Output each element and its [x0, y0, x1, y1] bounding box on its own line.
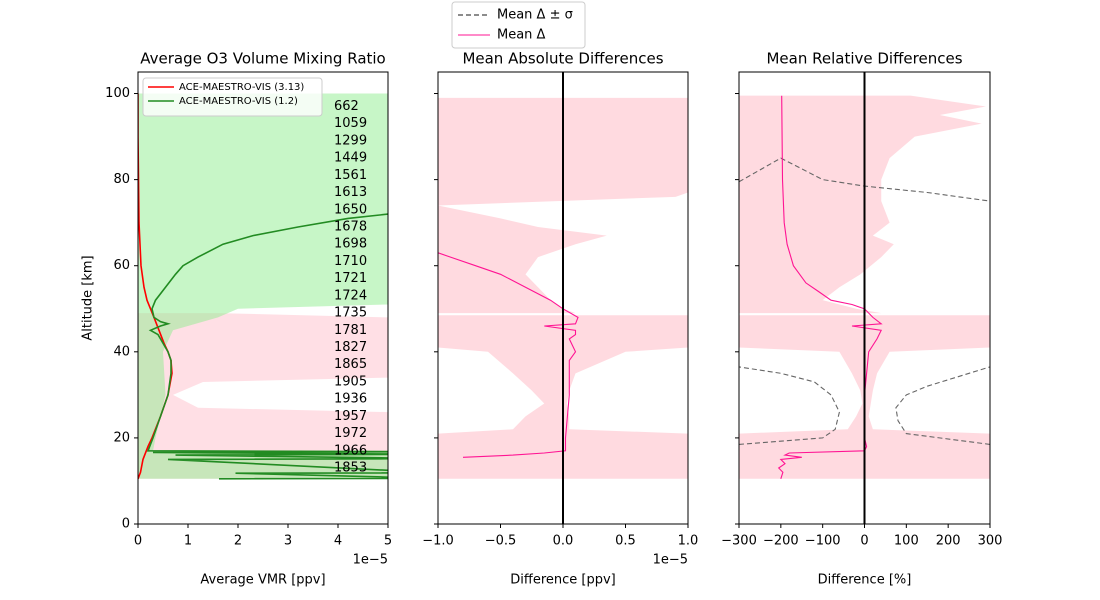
x-tick-label: 0.5: [615, 534, 636, 549]
legend-box: [451, 1, 586, 49]
figure-legend: Mean Δ ± σ Mean Δ: [451, 1, 586, 49]
axes-frame: [137, 71, 389, 525]
x-tick-label: 0: [134, 534, 142, 549]
count-label: 1698: [334, 237, 367, 252]
count-label: 1561: [334, 168, 367, 183]
data-line: [895, 366, 990, 445]
panel: −1.0 −0.5 0.0 0.5 1.0 1e−5 Mean Absolute Diffe…: [422, 50, 699, 588]
y-tick-label: 20: [113, 430, 130, 445]
count-label: 1865: [334, 357, 367, 372]
x-tick-label: 1: [184, 534, 192, 549]
x-tick-label: 200: [936, 534, 961, 549]
x-tick-label: −1.0: [422, 534, 454, 549]
count-label: 1966: [334, 443, 367, 458]
x-tick-label: 0: [860, 534, 868, 549]
x-axis-label: Average VMR [ppv]: [200, 573, 325, 588]
legend-label: ACE-MAESTRO-VIS (1.2): [179, 96, 298, 107]
legend-box: [142, 77, 323, 117]
count-label: 1678: [334, 219, 367, 234]
x-tick-label: 0.0: [553, 534, 574, 549]
count-label: 1613: [334, 185, 367, 200]
y-tick-label: 40: [113, 344, 130, 359]
legend-label: Mean Δ: [497, 28, 546, 43]
sigma-band: [138, 313, 388, 479]
count-label: 1721: [334, 271, 367, 286]
legend: ACE-MAESTRO-VIS (3.13) ACE-MAESTRO-VIS (1…: [142, 77, 323, 117]
chart-title: Average O3 Volume Mixing Ratio: [140, 50, 386, 68]
data-line: [739, 157, 990, 202]
count-label: 1972: [334, 426, 367, 441]
sigma-band: [138, 93, 388, 479]
y-tick-label: 60: [113, 258, 130, 273]
count-label: 1781: [334, 323, 367, 338]
y-tick-label: 0: [122, 517, 130, 532]
panel: −300 −200 −100 0 100 200 300 Mean Relative Diff…: [721, 50, 1002, 588]
plot-area: [739, 72, 990, 524]
plot-area: [438, 72, 688, 524]
x-axis-label: Difference [ppv]: [510, 573, 616, 588]
x-tick-label: 3: [284, 534, 292, 549]
x-axis-label: Difference [%]: [818, 573, 912, 588]
chart-title: Mean Absolute Differences: [462, 50, 663, 68]
x-tick-label: −0.5: [485, 534, 517, 549]
count-label: 1059: [334, 116, 367, 131]
count-label: 1957: [334, 409, 367, 424]
y-tick-label: 80: [113, 172, 130, 187]
data-line: [438, 252, 579, 458]
x-tick-label: 4: [334, 534, 342, 549]
count-label: 1299: [334, 133, 367, 148]
data-line: [739, 366, 840, 445]
x-tick-label: 5: [384, 534, 392, 549]
sigma-band: [739, 95, 986, 314]
count-label: 662: [334, 99, 359, 114]
plot-area: [138, 93, 388, 480]
legend-label: ACE-MAESTRO-VIS (3.13): [179, 82, 304, 93]
panel: 662 1059 1299 1449 1561 1613 1650 1678 1698 1710 1…: [81, 50, 393, 588]
y-tick-label: 100: [105, 86, 130, 101]
x-tick-label: 300: [978, 534, 1003, 549]
count-label: 1827: [334, 340, 367, 355]
sigma-band: [438, 97, 688, 314]
x-offset-label: 1e−5: [653, 553, 688, 568]
chart-title: Mean Relative Differences: [766, 50, 962, 68]
x-tick-label: −100: [805, 534, 841, 549]
count-label: 1905: [334, 374, 367, 389]
data-line: [138, 93, 173, 480]
x-tick-label: −300: [721, 534, 757, 549]
x-tick-label: 100: [894, 534, 919, 549]
data-line: [146, 213, 388, 480]
x-tick-label: 2: [234, 534, 242, 549]
y-axis-label: Altitude [km]: [81, 255, 96, 340]
count-label: 1710: [334, 254, 367, 269]
data-line: [777, 95, 883, 479]
x-offset-label: 1e−5: [353, 553, 388, 568]
count-label: 1735: [334, 306, 367, 321]
count-label: 1724: [334, 288, 367, 303]
count-label: 1449: [334, 151, 367, 166]
count-label: 1936: [334, 392, 367, 407]
x-tick-label: −200: [763, 534, 799, 549]
count-label: 1853: [334, 461, 367, 476]
count-label: 1650: [334, 202, 367, 217]
legend-label: Mean Δ ± σ: [497, 8, 573, 23]
x-tick-label: 1.0: [678, 534, 699, 549]
